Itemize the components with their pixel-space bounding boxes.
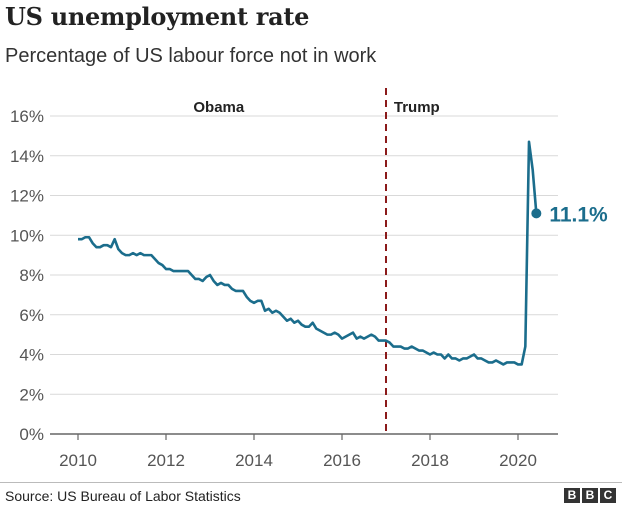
- series: 11.1%: [78, 140, 608, 366]
- x-tick-label: 2020: [499, 451, 537, 470]
- x-tick-label: 2016: [323, 451, 361, 470]
- era-label: Obama: [193, 99, 245, 116]
- y-tick-label: 10%: [10, 226, 44, 245]
- era-label: Trump: [394, 99, 440, 116]
- y-tick-label: 16%: [10, 107, 44, 126]
- y-tick-label: 2%: [19, 385, 44, 404]
- x-tick-label: 2010: [59, 451, 97, 470]
- annotations: Obama Trump: [193, 99, 439, 116]
- y-tick-label: 4%: [19, 346, 44, 365]
- unemployment-line: [78, 140, 538, 366]
- x-tick-label: 2018: [411, 451, 449, 470]
- y-tick-label: 8%: [19, 266, 44, 285]
- y-tick-label: 0%: [19, 425, 44, 444]
- footer-divider: [0, 482, 622, 483]
- line-chart: 0%2%4%6%8%10%12%14%16% 2010 2012 2014 2016 2…: [10, 88, 608, 470]
- bbc-logo-letter: B: [582, 488, 598, 503]
- last-value-marker: [531, 208, 542, 219]
- chart-title: US unemployment rate: [5, 2, 310, 31]
- x-tick-label: 2014: [235, 451, 273, 470]
- bbc-logo-letter: B: [564, 488, 580, 503]
- x-tick-label: 2012: [147, 451, 185, 470]
- chart-subtitle: Percentage of US labour force not in wor…: [5, 45, 377, 67]
- bbc-logo: B B C: [564, 488, 616, 503]
- x-axis-ticks: 2010 2012 2014 2016 2018 2020: [59, 434, 537, 470]
- y-tick-label: 12%: [10, 187, 44, 206]
- y-tick-label: 14%: [10, 147, 44, 166]
- bbc-logo-letter: C: [600, 488, 616, 503]
- gridlines: [50, 115, 558, 435]
- source-note: Source: US Bureau of Labor Statistics: [5, 488, 241, 504]
- last-value-label: 11.1%: [549, 203, 608, 226]
- y-axis-ticks: 0% 2% 4% 6% 8% 10% 12% 14% 16%: [10, 107, 44, 444]
- y-tick-label: 6%: [19, 306, 44, 325]
